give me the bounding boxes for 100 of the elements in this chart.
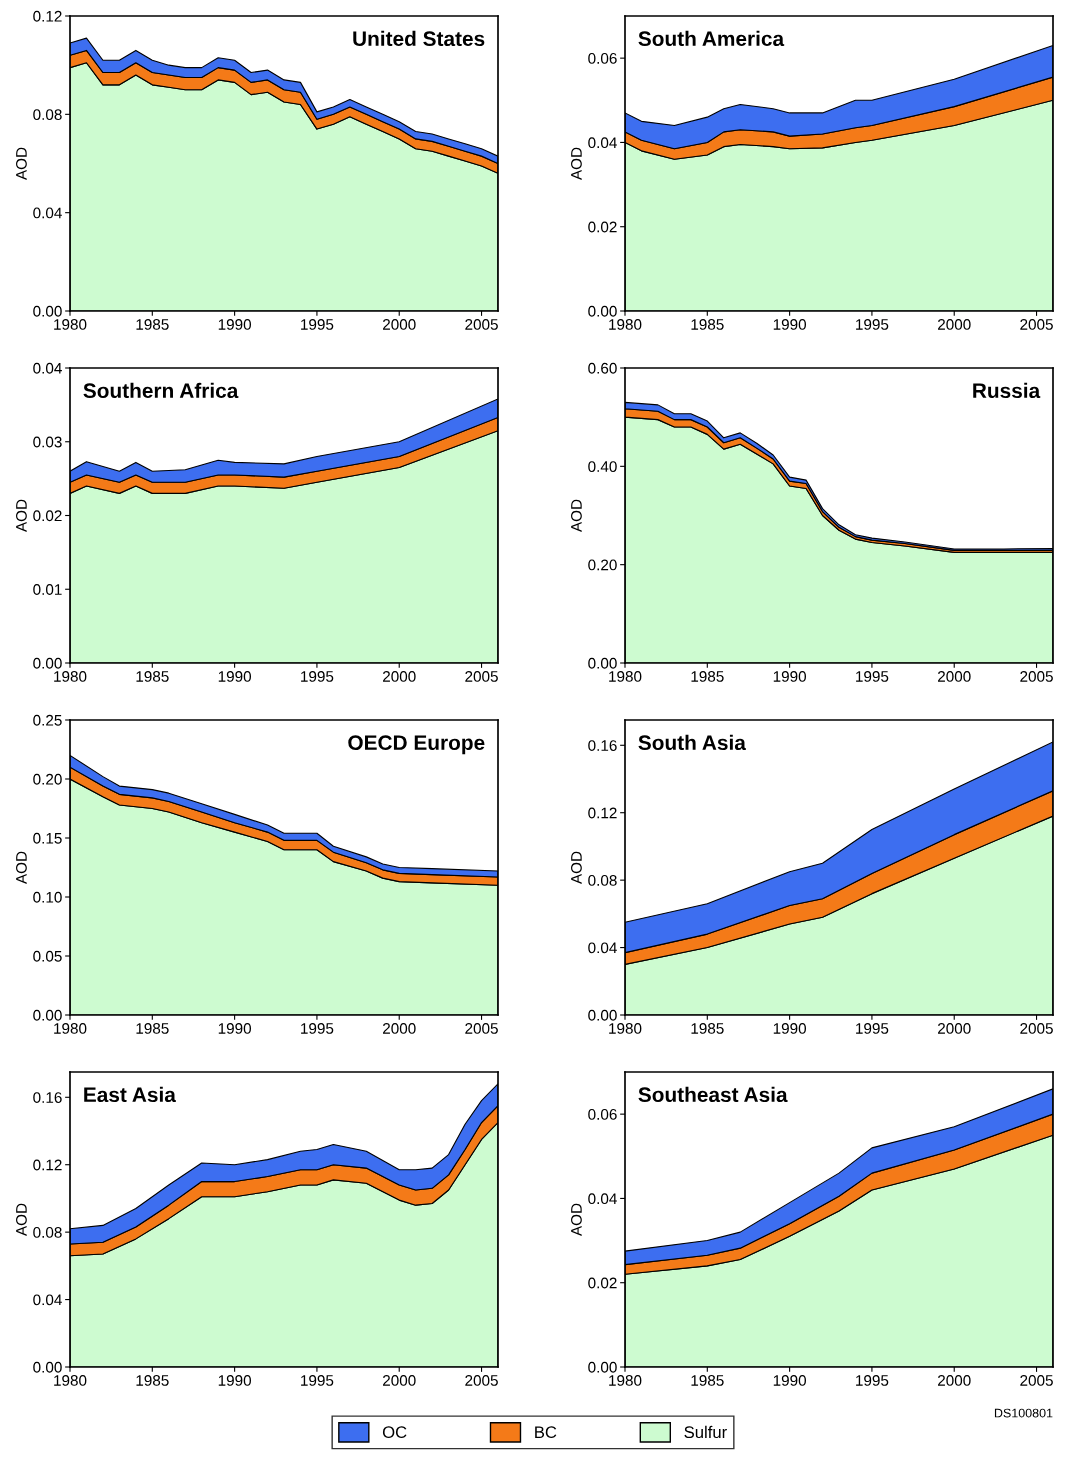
y-axis-title: AOD: [571, 147, 582, 181]
text: East Asia: [84, 1086, 176, 1103]
y-tick-label: 0.04: [33, 207, 62, 219]
legend-label: OC: [382, 1426, 407, 1439]
x-tick-label: 1995: [301, 671, 334, 682]
x-tick-label: 1980: [609, 1023, 642, 1034]
x-tick-label: 1995: [301, 1375, 334, 1386]
y-tick-label: 0.00: [33, 657, 62, 669]
x-tick-label: 2005: [465, 671, 498, 682]
x-tick-label: 2005: [1020, 319, 1053, 330]
y-tick-label: 0.00: [33, 305, 62, 317]
y-axis-title: AOD: [571, 851, 582, 885]
y-tick-label: 0.12: [33, 1159, 62, 1171]
x-tick-label: 1980: [609, 1375, 642, 1386]
y-tick-label: 0.06: [588, 1109, 617, 1120]
y-axis-title: AOD: [571, 499, 582, 533]
text: South America: [638, 30, 785, 47]
x-tick-label: 1995: [856, 671, 889, 682]
x-tick-label: 1985: [691, 1375, 724, 1386]
y-tick-label: 0.04: [33, 362, 62, 374]
y-tick-label: 0.02: [33, 510, 62, 522]
y-tick-label: 0.00: [33, 1361, 62, 1373]
x-tick-label: 1980: [609, 671, 642, 682]
text: Southeast Asia: [638, 1086, 788, 1103]
y-tick-label: 0.12: [588, 807, 617, 819]
x-tick-label: 1985: [136, 1375, 169, 1386]
x-tick-label: 1990: [218, 1375, 252, 1386]
y-axis-title: AOD: [16, 499, 27, 533]
y-tick-label: 0.16: [33, 1092, 62, 1103]
x-tick-label: 1980: [54, 319, 87, 330]
x-tick-label: 1980: [609, 319, 642, 330]
y-tick-label: 0.00: [588, 1009, 617, 1021]
y-tick-label: 0.15: [33, 832, 62, 844]
x-tick-label: 1990: [218, 671, 252, 682]
legend-label: BC: [535, 1426, 557, 1439]
y-tick-label: 0.60: [588, 362, 617, 374]
y-tick-label: 0.00: [33, 1009, 62, 1021]
y-tick-label: 0.10: [33, 891, 62, 903]
x-tick-label: 1980: [54, 671, 87, 682]
x-tick-label: 2000: [938, 1023, 971, 1034]
y-tick-label: 0.08: [33, 1227, 62, 1238]
x-tick-label: 1995: [301, 1023, 334, 1034]
x-tick-label: 1985: [136, 319, 169, 330]
x-tick-label: 2000: [938, 319, 971, 330]
x-tick-label: 1990: [218, 1023, 252, 1034]
text: United States: [353, 30, 485, 47]
x-tick-label: 2005: [465, 1375, 498, 1386]
text: South Asia: [638, 734, 746, 751]
y-tick-label: 0.20: [33, 773, 62, 785]
x-tick-label: 1985: [136, 1023, 169, 1034]
y-tick-label: 0.00: [588, 1361, 617, 1373]
y-axis-title: AOD: [16, 1203, 27, 1237]
x-tick-label: 1990: [773, 319, 807, 330]
x-tick-label: 1980: [54, 1375, 87, 1386]
y-tick-label: 0.04: [588, 942, 617, 954]
y-tick-label: 0.40: [588, 461, 617, 473]
x-tick-label: 1990: [773, 671, 807, 682]
y-tick-label: 0.12: [33, 10, 62, 22]
x-tick-label: 2005: [1020, 1375, 1053, 1386]
y-axis-title: AOD: [16, 147, 27, 181]
x-tick-label: 2000: [938, 1375, 971, 1386]
text: OECD Europe: [348, 735, 485, 755]
x-tick-label: 2000: [383, 1375, 416, 1386]
y-axis-title: AOD: [571, 1203, 582, 1237]
y-tick-label: 0.06: [588, 53, 617, 64]
x-tick-label: 1980: [54, 1023, 87, 1034]
x-tick-label: 2000: [938, 671, 971, 682]
text: Russia: [973, 382, 1041, 399]
x-tick-label: 1985: [136, 671, 169, 682]
y-tick-label: 0.05: [33, 950, 62, 962]
x-tick-label: 2005: [1020, 1023, 1053, 1034]
text: Southern Africa: [83, 382, 239, 399]
x-tick-label: 1985: [691, 319, 724, 330]
y-tick-label: 0.04: [588, 1193, 617, 1205]
y-tick-label: 0.03: [33, 436, 62, 448]
y-tick-label: 0.08: [588, 875, 617, 886]
x-tick-label: 2000: [383, 671, 416, 682]
x-tick-label: 2000: [383, 1023, 416, 1034]
x-tick-label: 1995: [301, 319, 334, 330]
x-tick-label: 2000: [383, 319, 416, 330]
x-tick-label: 1990: [773, 1375, 807, 1386]
y-tick-label: 0.02: [588, 1277, 617, 1289]
x-tick-label: 2005: [465, 1023, 498, 1034]
y-tick-label: 0.04: [33, 1294, 62, 1306]
x-tick-label: 1995: [856, 1023, 889, 1034]
x-tick-label: 1990: [773, 1023, 807, 1034]
x-tick-label: 1990: [218, 319, 252, 330]
x-tick-label: 1985: [691, 671, 724, 682]
y-tick-label: 0.00: [588, 305, 617, 317]
x-tick-label: 1995: [856, 319, 889, 330]
y-tick-label: 0.16: [588, 740, 617, 751]
y-tick-label: 0.02: [588, 221, 617, 233]
x-tick-label: 1985: [691, 1023, 724, 1034]
text: DS100801: [994, 1408, 1053, 1418]
y-tick-label: 0.04: [588, 137, 617, 149]
x-tick-label: 2005: [1020, 671, 1053, 682]
y-tick-label: 0.25: [33, 714, 62, 726]
x-tick-label: 1995: [856, 1375, 889, 1386]
legend-label: Sulfur: [684, 1425, 727, 1439]
y-tick-label: 0.01: [33, 584, 62, 595]
